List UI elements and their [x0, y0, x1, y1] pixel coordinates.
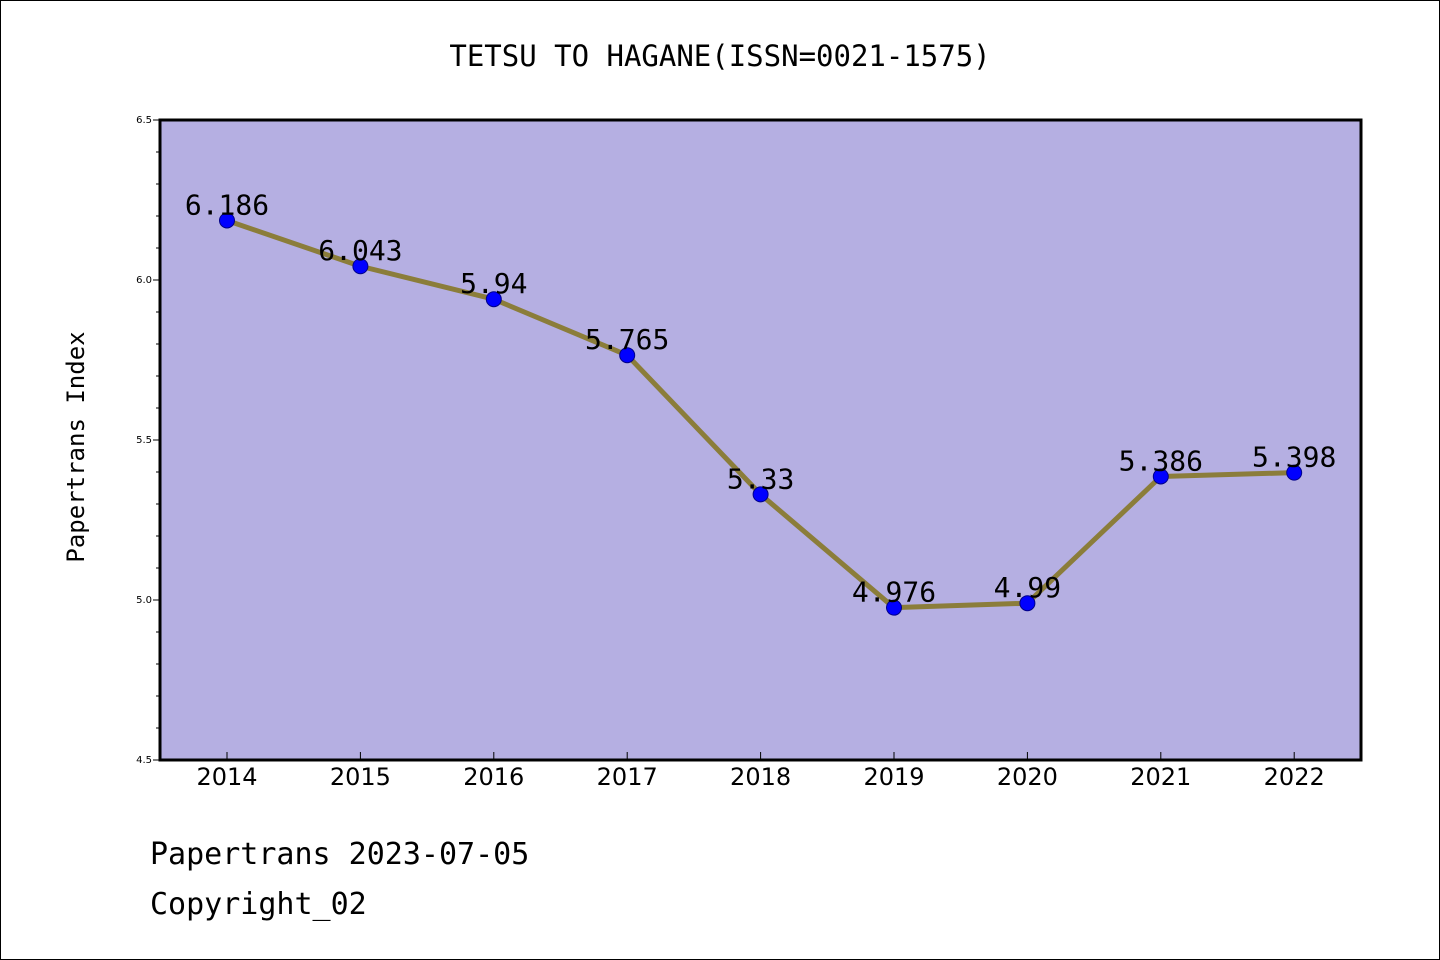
data-label: 5.33	[727, 462, 794, 495]
footer-copyright-line: Copyright_02	[150, 887, 367, 922]
x-tick-label: 2021	[1130, 763, 1191, 791]
data-point	[352, 258, 369, 275]
footer-date-line: Papertrans 2023-07-05	[150, 837, 529, 872]
data-label: 5.398	[1252, 441, 1336, 474]
y-tick-label: 5.5	[136, 435, 152, 446]
y-tick-label: 5.0	[136, 595, 152, 606]
x-tick-label: 2017	[597, 763, 658, 791]
data-label: 4.976	[852, 576, 936, 609]
data-point	[1152, 468, 1169, 485]
data-point	[886, 599, 902, 616]
plot-area	[158, 118, 1363, 762]
data-point	[485, 291, 502, 308]
data-point	[619, 347, 636, 364]
chart-title: TETSU TO HAGANE(ISSN=0021-1575)	[449, 39, 990, 73]
x-tick-label: 2020	[997, 763, 1058, 791]
series-line-group: 6.186 6.043 5.94 5.765 5.33 4.976 4.99 5.386 5.3…	[185, 188, 1336, 616]
data-point	[1286, 464, 1303, 481]
x-tick-label: 2015	[330, 763, 391, 791]
data-label: 6.043	[318, 234, 402, 267]
data-label: 6.186	[185, 188, 269, 221]
y-tick-label: 6.5	[136, 115, 152, 126]
y-axis-ticks: 4.5 5.0 5.5 6.0 6.5	[136, 115, 160, 766]
data-label: 5.94	[460, 267, 527, 300]
y-tick-label: 4.5	[136, 755, 152, 766]
x-tick-label: 2016	[463, 763, 524, 791]
x-tick-label: 2014	[196, 763, 257, 791]
x-tick-label: 2019	[863, 763, 924, 791]
y-axis-label: Papertrans Index	[62, 331, 90, 562]
data-label: 5.765	[585, 323, 669, 356]
data-point	[752, 486, 769, 503]
x-tick-label: 2018	[730, 763, 791, 791]
data-label: 5.386	[1119, 444, 1203, 477]
x-axis-ticks: 2014 2015 2016 2017 2018 2019 2020 2021 2022	[196, 752, 1325, 791]
y-tick-label: 6.0	[136, 275, 152, 286]
data-point	[219, 212, 235, 229]
data-label: 4.99	[994, 571, 1061, 604]
data-point	[1019, 595, 1036, 612]
x-tick-label: 2022	[1264, 763, 1325, 791]
